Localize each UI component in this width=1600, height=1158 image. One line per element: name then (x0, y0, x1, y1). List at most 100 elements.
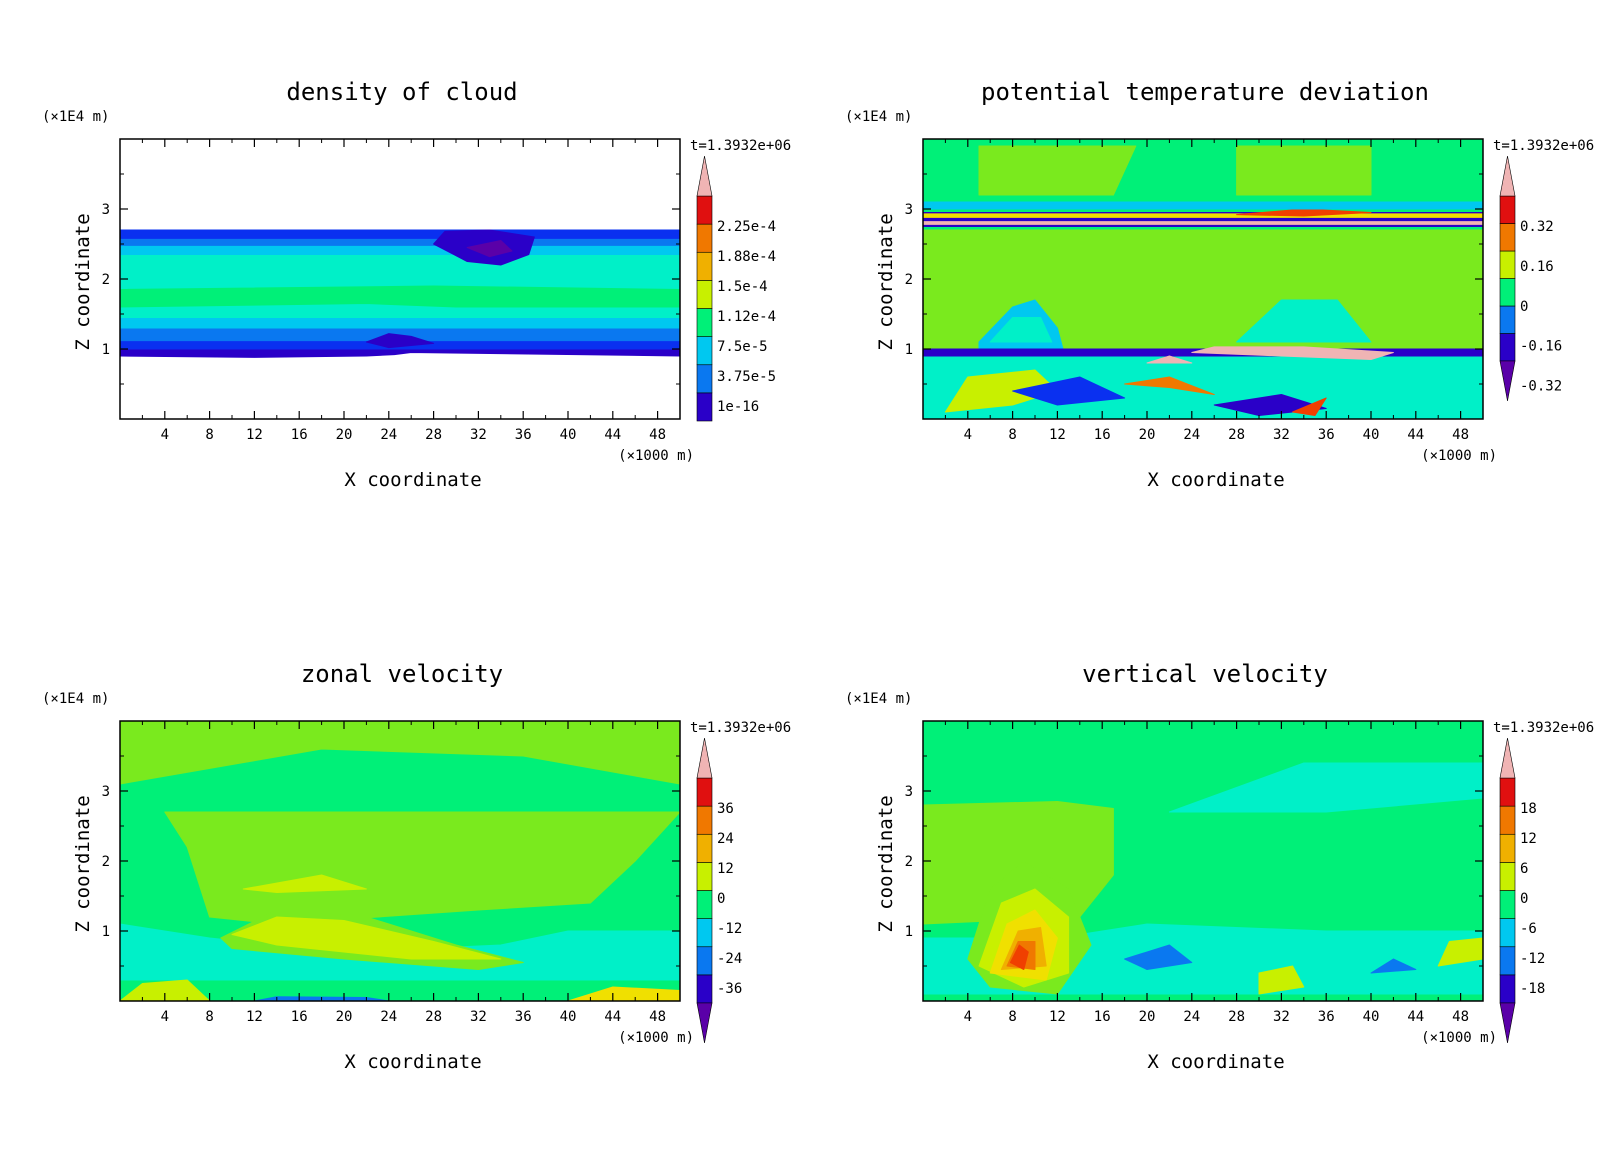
x-tick-label: 48 (649, 427, 666, 443)
x-tick-label: 20 (336, 427, 353, 443)
contour-region (120, 326, 680, 342)
panel-title: density of cloud (286, 78, 517, 106)
contour-region (989, 317, 1053, 343)
contour-region (1236, 145, 1372, 196)
colorbar-band (1499, 805, 1516, 835)
colorbar-band (1499, 974, 1516, 1004)
colorbar-band (696, 392, 713, 422)
contour-region (120, 244, 680, 255)
y-tick-label: 1 (102, 924, 110, 940)
y-tick-label: 1 (905, 342, 913, 358)
colorbar-label: 0 (717, 891, 725, 907)
x-tick-label: 12 (246, 1009, 263, 1025)
contour-region (978, 145, 1137, 196)
colorbar-band (696, 336, 713, 366)
x-unit-label: (×1000 m) (618, 448, 694, 464)
x-tick-label: 28 (425, 427, 442, 443)
colorbar-band (1499, 305, 1516, 334)
x-axis-title: X coordinate (344, 469, 481, 491)
contour-region (120, 254, 680, 283)
x-tick-label: 40 (560, 1009, 577, 1025)
contour-region (923, 201, 1483, 210)
colorbar-label: -12 (717, 921, 742, 937)
colorbar-band (1499, 890, 1516, 919)
colorbar-extend-top (1499, 155, 1516, 197)
y-unit-label: (×1E4 m) (845, 691, 912, 707)
colorbar-label: -0.32 (1520, 379, 1562, 395)
colorbar: 2.25e-4 1.88e-4 1.5e-4 1.12e-4 7.5e-5 3.75e-5… (696, 155, 776, 422)
contour-region (120, 285, 680, 308)
contour-region (1236, 299, 1372, 343)
field-group (923, 139, 1483, 419)
x-axis-title: X coordinate (1147, 469, 1284, 491)
colorbar-label: 0.16 (1520, 259, 1554, 275)
contour-region (1168, 762, 1483, 813)
time-label: t=1.3932e+06 (690, 720, 791, 736)
colorbar-label: -6 (1520, 921, 1537, 937)
colorbar-label: -36 (717, 981, 742, 997)
x-tick-label: 48 (1452, 1009, 1469, 1025)
contour-region (923, 221, 1483, 225)
colorbar-band (696, 833, 713, 863)
x-tick-label: 40 (1363, 427, 1380, 443)
colorbar-label: 12 (717, 861, 734, 877)
colorbar-band (696, 777, 713, 807)
x-tick-label: 24 (380, 1009, 397, 1025)
panel-vertical-velocity: vertical velocity (×1E4 m) t=1.3932e+06 … (845, 660, 1594, 1073)
colorbar-band (696, 918, 713, 948)
colorbar-band (1499, 223, 1516, 252)
colorbar-label: -24 (717, 951, 742, 967)
colorbar-band (1499, 918, 1516, 948)
colorbar-label: 12 (1520, 831, 1537, 847)
y-tick-label: 1 (102, 342, 110, 358)
x-unit-label: (×1000 m) (1421, 448, 1497, 464)
colorbar-extend-bottom (1499, 1002, 1516, 1044)
colorbar-extend-top (1499, 737, 1516, 779)
colorbar-label: 0 (1520, 299, 1528, 315)
contour-region (120, 721, 680, 785)
colorbar-label: 1.12e-4 (717, 309, 776, 325)
colorbar: 18 12 6 0 -6 -12 -18 (1499, 737, 1545, 1044)
contour-region (242, 874, 367, 893)
colorbar-label: 18 (1520, 801, 1537, 817)
colorbar-band (696, 308, 713, 337)
x-tick-label: 16 (1094, 427, 1111, 443)
x-unit-label: (×1000 m) (618, 1030, 694, 1046)
colorbar: 0.32 0.16 0 -0.16 -0.32 (1499, 155, 1562, 402)
x-tick-label: 40 (560, 427, 577, 443)
x-tick-label: 24 (380, 427, 397, 443)
x-tick-label: 32 (470, 427, 487, 443)
x-tick-label: 8 (1008, 1009, 1016, 1025)
contour-region (120, 317, 680, 329)
x-tick-label: 12 (1049, 427, 1066, 443)
x-tick-label: 24 (1183, 427, 1200, 443)
colorbar-band (696, 195, 713, 225)
contour-region (1146, 355, 1193, 364)
x-tick-label: 36 (1318, 427, 1335, 443)
x-tick-label: 4 (964, 1009, 972, 1025)
contour-region (1236, 208, 1372, 217)
contour-region (1191, 346, 1394, 360)
x-tick-label: 36 (1318, 1009, 1335, 1025)
y-tick-label: 2 (905, 272, 913, 288)
colorbar-label: 1.88e-4 (717, 249, 776, 265)
contour-region (365, 333, 435, 349)
contour-region (466, 240, 513, 258)
time-label: t=1.3932e+06 (1493, 720, 1594, 736)
colorbar-band (696, 223, 713, 253)
x-tick-label: 32 (1273, 1009, 1290, 1025)
colorbar-label: 1.5e-4 (717, 279, 768, 295)
field-group (120, 139, 680, 419)
x-tick-label: 12 (246, 427, 263, 443)
panel-density-of-cloud: density of cloud (×1E4 m) t=1.3932e+06 (… (42, 78, 791, 491)
x-tick-label: 20 (336, 1009, 353, 1025)
colorbar-band (696, 890, 713, 919)
x-axis-title: X coordinate (1147, 1051, 1284, 1073)
colorbar-band (1499, 777, 1516, 807)
colorbar-band (1499, 278, 1516, 307)
x-tick-label: 36 (515, 427, 532, 443)
field-group (120, 721, 680, 1001)
colorbar-band (1499, 333, 1516, 362)
